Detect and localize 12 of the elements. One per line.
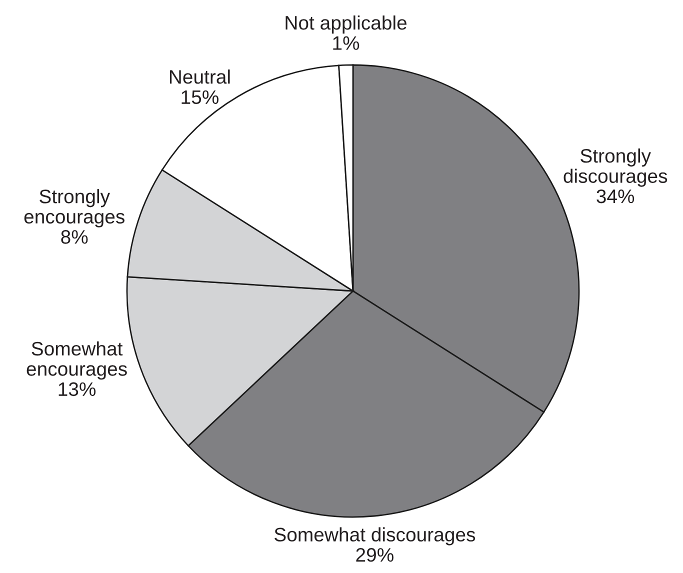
data-label: 15% — [182, 90, 218, 104]
data-label: 8% — [61, 230, 88, 244]
slice-label: Somewhat discourages — [274, 527, 476, 546]
data-label: 1% — [333, 36, 360, 50]
slice-label: Somewhat encourages — [26, 341, 127, 380]
data-label: 13% — [58, 382, 96, 396]
slice-label: Not applicable — [286, 15, 407, 34]
slice-label: Neutral — [170, 70, 230, 84]
slice-label: Strongly encourages — [24, 189, 124, 228]
data-label: 34% — [596, 189, 634, 204]
slice-label: Strongly discourages — [564, 148, 668, 187]
data-label: 29% — [356, 548, 394, 562]
